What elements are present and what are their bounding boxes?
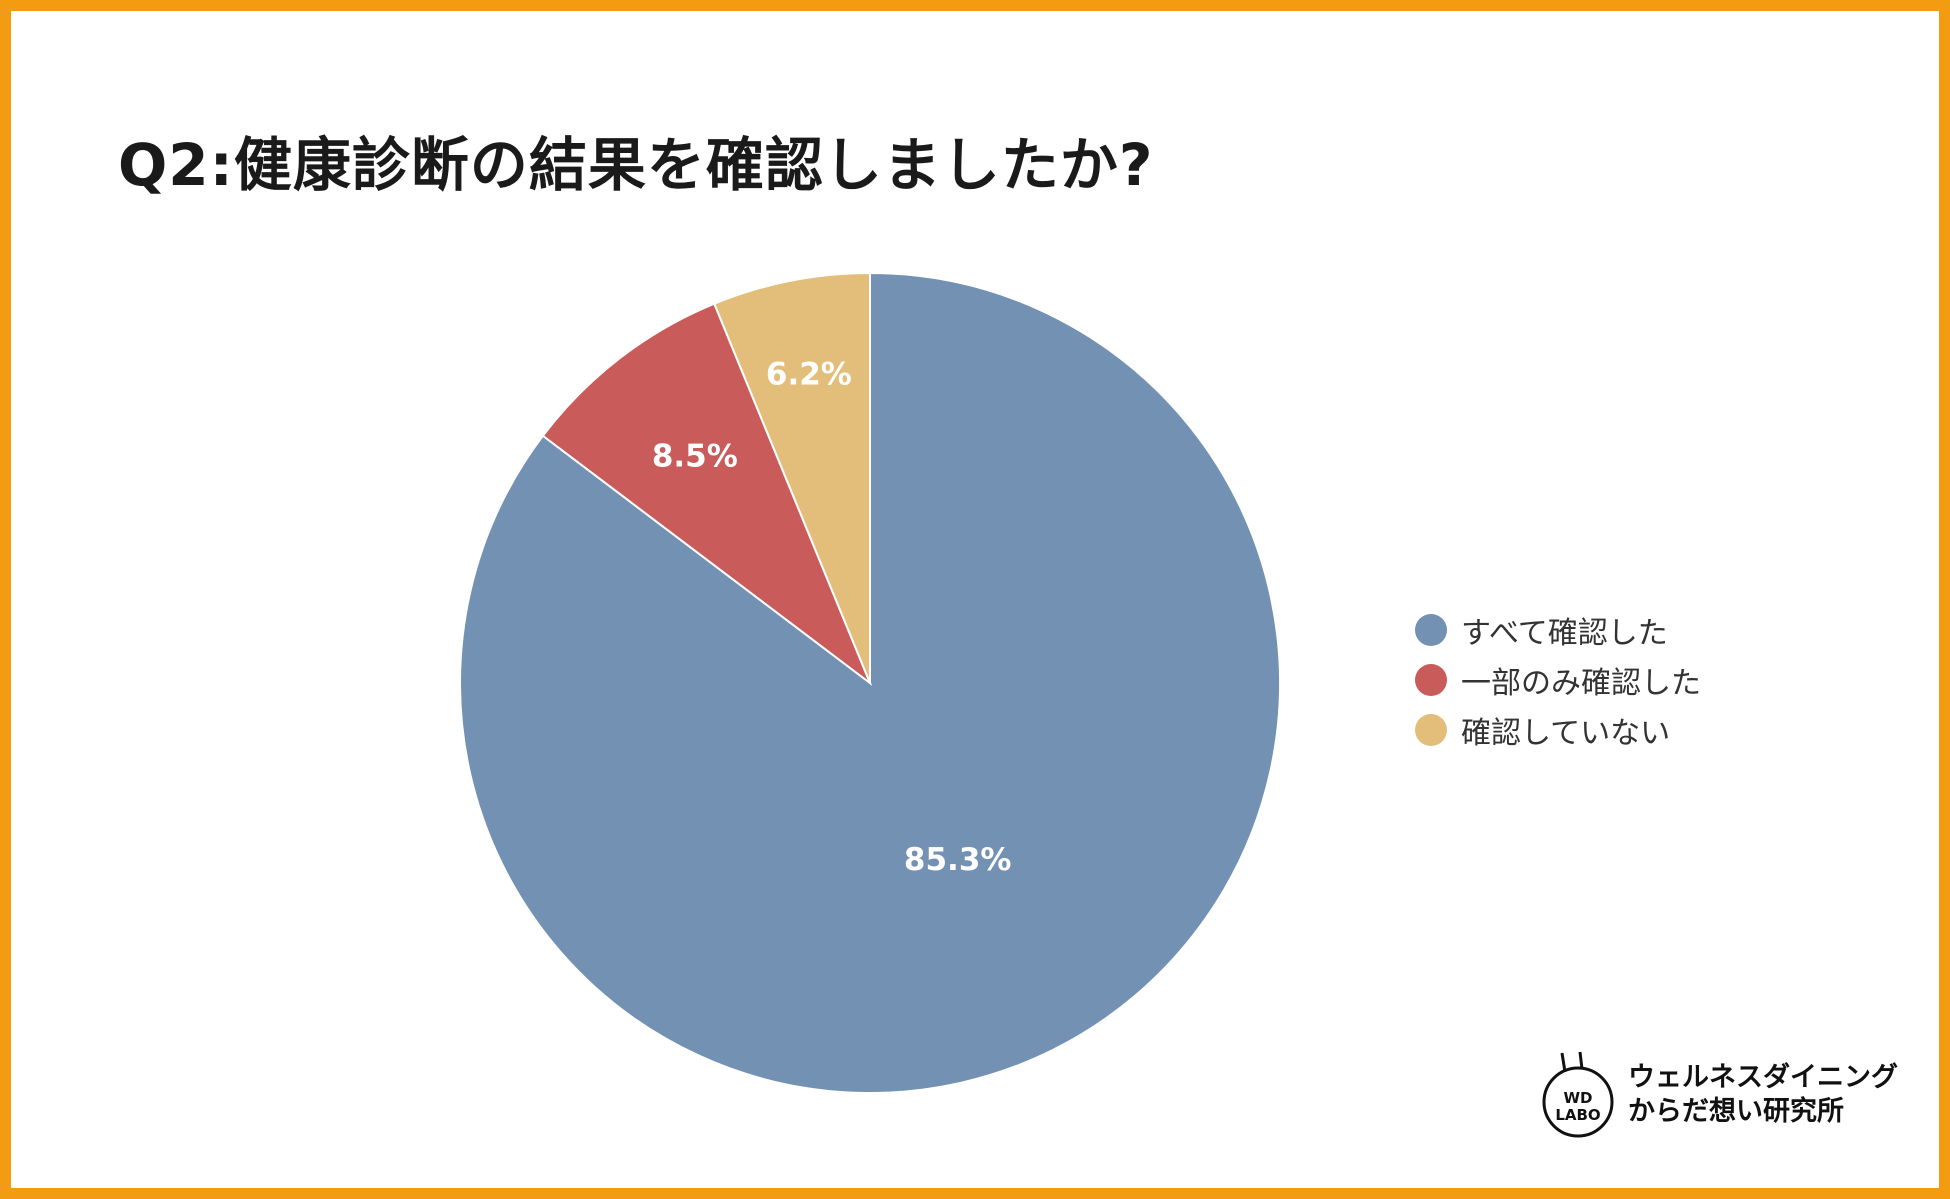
legend-item-1: すべて確認した xyxy=(1415,605,1701,655)
legend-swatch-3 xyxy=(1415,714,1447,746)
logo-mark-labo: LABO xyxy=(1555,1106,1601,1124)
slice-label-2: 8.5% xyxy=(652,439,738,475)
legend-swatch-2 xyxy=(1415,664,1447,696)
legend-label-1: すべて確認した xyxy=(1461,616,1668,651)
legend-label-3: 確認していない xyxy=(1461,716,1671,751)
legend: すべて確認した 一部のみ確認した 確認していない xyxy=(1415,605,1701,755)
legend-item-3: 確認していない xyxy=(1415,705,1701,755)
chart-title: Q2:健康診断の結果を確認しましたか? xyxy=(118,131,1154,199)
slice-label-1: 85.3% xyxy=(904,842,1012,878)
legend-item-2: 一部のみ確認した xyxy=(1415,655,1701,705)
legend-label-2: 一部のみ確認した xyxy=(1461,666,1701,701)
legend-swatch-1 xyxy=(1415,614,1447,646)
pie-slice-3 xyxy=(712,271,871,684)
logo: WD LABO ウェルネスダイニング からだ想い研究所 xyxy=(1540,1050,1898,1140)
slice-label-3: 6.2% xyxy=(766,356,852,392)
logo-text-line1: ウェルネスダイニング xyxy=(1628,1062,1898,1093)
logo-text-line2: からだ想い研究所 xyxy=(1628,1096,1844,1127)
flask-logo-icon: WD LABO xyxy=(1540,1050,1616,1140)
logo-mark-wd: WD xyxy=(1563,1089,1593,1107)
pie-slice-2 xyxy=(541,302,873,687)
